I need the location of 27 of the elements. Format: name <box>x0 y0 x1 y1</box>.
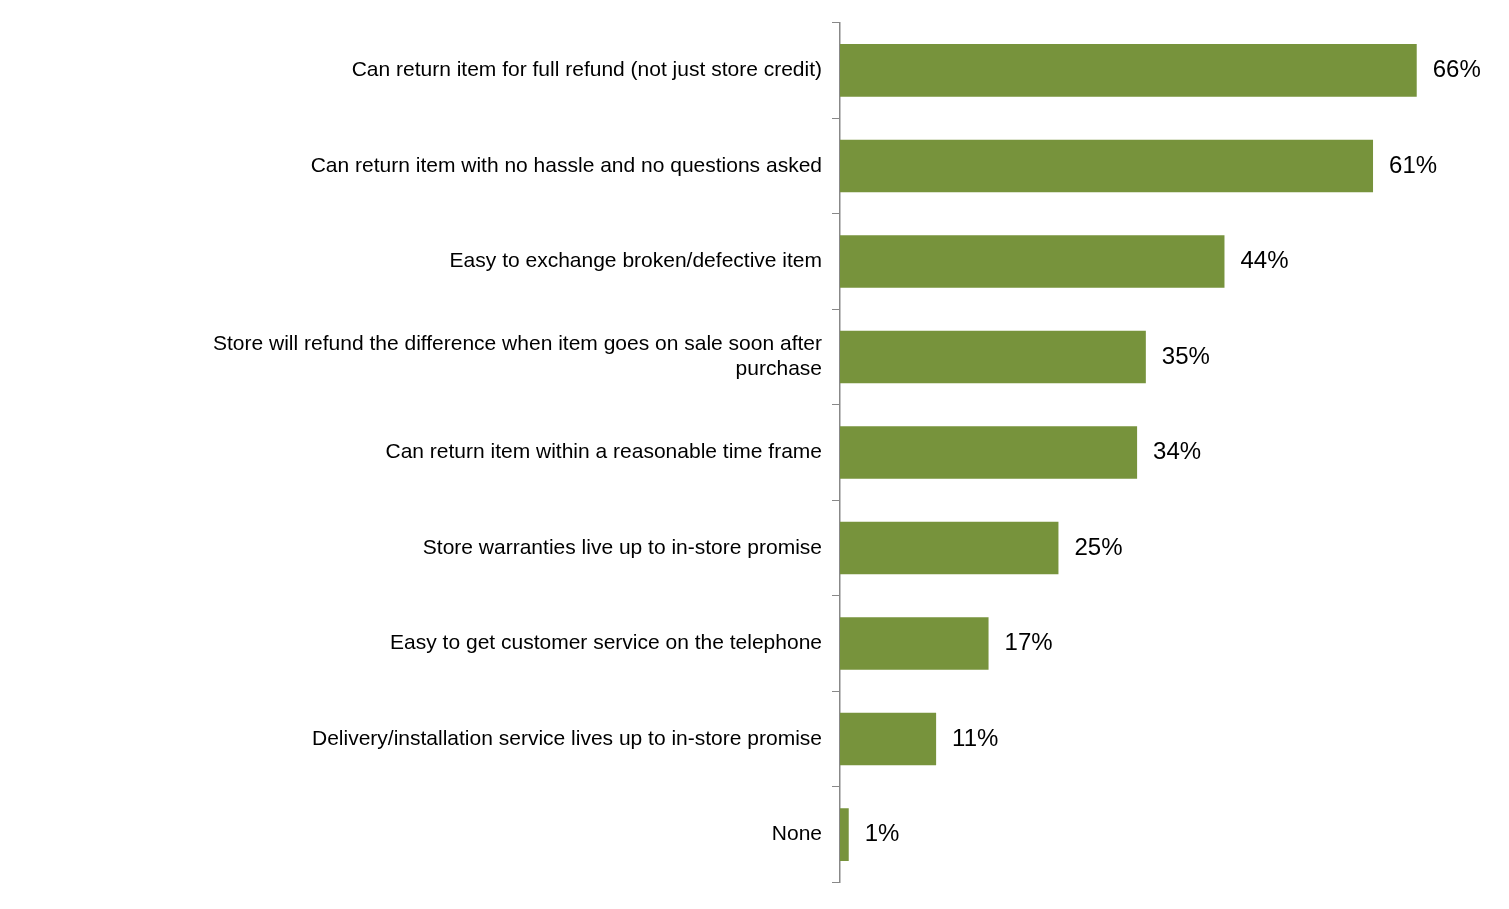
y-tick-label: Can return item for full refund (not just store credit) <box>351 57 822 81</box>
y-tick-label: Store warranties live up to in-store promise <box>422 534 822 558</box>
data-label: 35% <box>1161 341 1210 369</box>
data-label: 1% <box>864 819 900 847</box>
y-tick-label: Can return item with no hassle and no questions asked <box>310 152 822 176</box>
y-tick-label: Easy to get customer service on the telephone <box>390 630 822 654</box>
bar <box>840 44 1417 97</box>
y-tick-label: Can return item within a reasonable time frame <box>385 439 822 463</box>
y-tick-label: Delivery/installation service lives up to in-store promise <box>311 725 822 749</box>
bar <box>840 330 1146 384</box>
y-tick-label: Easy to exchange broken/defective item <box>449 248 822 272</box>
y-tick-label: Store will refund the difference when item goes on sale soon after purchase <box>213 331 822 380</box>
bar <box>840 139 1374 193</box>
bar <box>840 712 937 766</box>
data-label: 34% <box>1153 437 1202 465</box>
y-tick-label: None <box>771 821 822 845</box>
data-label: 66% <box>1432 54 1481 82</box>
data-label: 17% <box>1004 628 1053 656</box>
data-label: 61% <box>1389 150 1438 178</box>
bar <box>840 426 1138 479</box>
bar <box>840 521 1059 575</box>
bar <box>840 808 849 861</box>
bar <box>840 617 989 670</box>
bar <box>840 235 1225 288</box>
data-label: 11% <box>952 723 999 751</box>
data-label: 44% <box>1240 246 1289 274</box>
data-label: 25% <box>1074 532 1123 560</box>
